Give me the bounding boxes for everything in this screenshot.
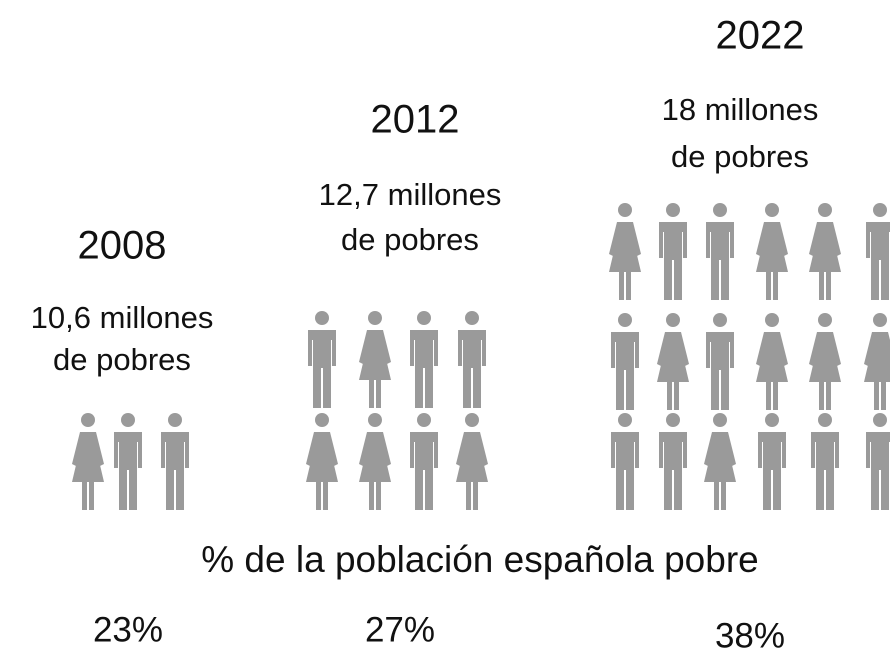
year: 2008: [78, 224, 167, 268]
icon-body: [756, 332, 788, 410]
icon-head: [818, 313, 832, 327]
icon-body: [609, 222, 641, 300]
caption: de pobres: [671, 139, 809, 174]
icon-body: [359, 330, 391, 408]
percent: 27%: [365, 610, 435, 649]
icon-head: [368, 413, 382, 427]
icon-head: [417, 413, 431, 427]
icon-body: [456, 432, 488, 510]
icon-body: [410, 330, 438, 408]
icon-body: [114, 432, 142, 510]
icon-head: [666, 203, 680, 217]
icons: [72, 203, 890, 510]
caption: de pobres: [341, 222, 479, 257]
icon-head: [873, 313, 887, 327]
caption: 18 millones: [662, 92, 819, 127]
icon-head: [818, 413, 832, 427]
icon-head: [818, 203, 832, 217]
caption: 10,6 millones: [31, 300, 214, 335]
icon-head: [713, 203, 727, 217]
icon-head: [121, 413, 135, 427]
caption: 12,7 millones: [319, 177, 502, 212]
icon-body: [308, 330, 336, 408]
icon-head: [618, 203, 632, 217]
icon-head: [315, 413, 329, 427]
icon-body: [706, 222, 734, 300]
icon-head: [873, 413, 887, 427]
icon-body: [866, 432, 890, 510]
icon-body: [410, 432, 438, 510]
icon-head: [465, 311, 479, 325]
icon-body: [811, 432, 839, 510]
icon-body: [306, 432, 338, 510]
icon-body: [866, 222, 890, 300]
icon-body: [659, 222, 687, 300]
icon-body: [706, 332, 734, 410]
icon-head: [666, 313, 680, 327]
percent: 38%: [715, 616, 785, 651]
icon-body: [704, 432, 736, 510]
icon-body: [657, 332, 689, 410]
icon-body: [809, 222, 841, 300]
icon-head: [765, 203, 779, 217]
percent: 23%: [93, 610, 163, 649]
icon-body: [758, 432, 786, 510]
icon-head: [618, 313, 632, 327]
icon-head: [618, 413, 632, 427]
icon-head: [765, 313, 779, 327]
icon-body: [659, 432, 687, 510]
icon-head: [713, 313, 727, 327]
caption: de pobres: [53, 342, 191, 377]
icon-head: [465, 413, 479, 427]
icon-body: [72, 432, 104, 510]
icon-head: [368, 311, 382, 325]
icon-head: [666, 413, 680, 427]
icon-body: [161, 432, 189, 510]
icon-body: [359, 432, 391, 510]
icon-body: [611, 432, 639, 510]
icon-body: [458, 330, 486, 408]
subtitle: % de la población española pobre: [201, 539, 758, 580]
icon-head: [168, 413, 182, 427]
icon-head: [417, 311, 431, 325]
icon-body: [809, 332, 841, 410]
icon-head: [873, 203, 887, 217]
icon-head: [713, 413, 727, 427]
icon-head: [765, 413, 779, 427]
icon-head: [81, 413, 95, 427]
year: 2022: [716, 14, 805, 58]
icon-body: [864, 332, 890, 410]
icon-body: [611, 332, 639, 410]
year: 2012: [371, 98, 460, 142]
icon-body: [756, 222, 788, 300]
icon-head: [315, 311, 329, 325]
